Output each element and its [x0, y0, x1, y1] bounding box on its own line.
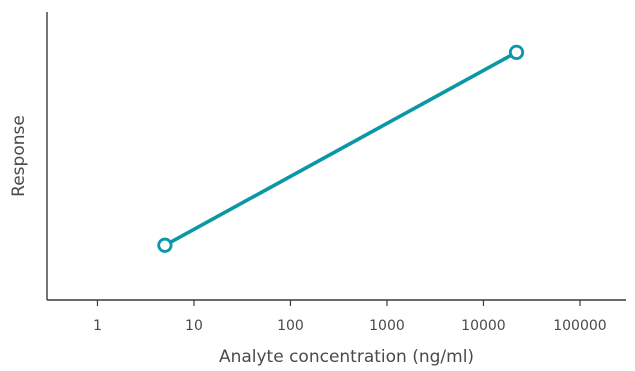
- y-axis-label: Response: [9, 115, 29, 197]
- data-point: [508, 44, 525, 60]
- x-tick-label: 100000: [553, 318, 606, 334]
- x-tick-label: 10: [185, 318, 203, 334]
- plot-area: 1 10 100 1000 10000 100000: [46, 12, 626, 334]
- x-ticks: 1 10 100 1000 10000 100000: [93, 300, 607, 334]
- x-tick-label: 10000: [461, 318, 506, 334]
- x-axis-label: Analyte concentration (ng/ml): [219, 347, 474, 367]
- x-tick-label: 1000: [369, 318, 405, 334]
- x-tick-label: 100: [277, 318, 304, 334]
- x-tick-label: 1: [93, 318, 102, 334]
- data-point: [157, 237, 173, 253]
- series-line: [163, 50, 519, 248]
- series-layer: [157, 44, 525, 253]
